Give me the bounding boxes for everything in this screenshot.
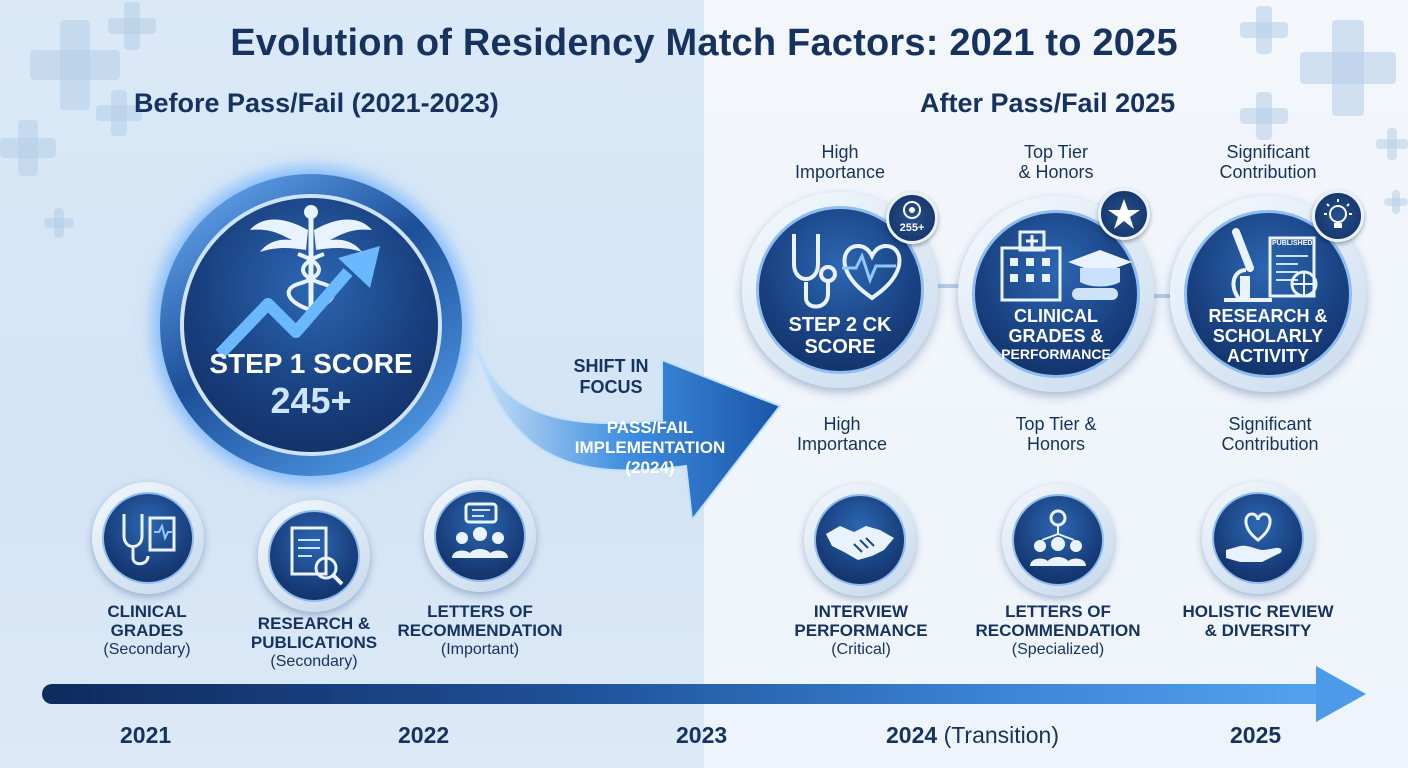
shift-label-5: (2024) — [625, 458, 675, 477]
medical-cross-icon — [1300, 20, 1396, 116]
hospital-graduation-icon — [1000, 230, 1132, 302]
factor-caption-3: LETTERS OF RECOMMENDATION (Important) — [397, 602, 563, 658]
star-icon — [1108, 199, 1140, 229]
transition-note: (Transition) — [943, 722, 1060, 748]
step2-below-label-1: High — [823, 414, 861, 434]
research-below-label-2: Contribution — [1221, 434, 1319, 454]
step1-value: 245+ — [270, 380, 352, 421]
factor-research-publications — [258, 500, 370, 612]
research-below-label-1: Significant — [1228, 414, 1312, 434]
connector-line — [1142, 294, 1182, 298]
clinical-below-label-2: Honors — [1026, 434, 1086, 454]
medical-cross-icon — [1240, 92, 1288, 140]
page-title: Evolution of Residency Match Factors: 20… — [230, 22, 1178, 64]
step2-label-2: SCORE — [804, 336, 876, 358]
lightbulb-icon — [1324, 199, 1352, 228]
year-2023: 2023 — [676, 722, 728, 748]
step2-above-label-1: High — [821, 142, 859, 162]
factor-interview-performance — [804, 484, 916, 596]
medical-cross-icon — [30, 20, 120, 110]
before-heading: Before Pass/Fail (2021-2023) — [134, 88, 499, 118]
factor-clinical-grades — [92, 482, 204, 594]
research-label-2: SCHOLARLY — [1212, 326, 1324, 346]
year-2022: 2022 — [398, 722, 450, 748]
factor-letters-recommendation — [424, 480, 536, 592]
medical-cross-icon — [1376, 128, 1408, 160]
research-above-label-2: Contribution — [1219, 162, 1317, 182]
shift-arrow — [471, 329, 782, 523]
lightbulb-badge — [1312, 190, 1364, 242]
shift-label-3: PASS/FAIL — [606, 418, 694, 437]
factor-caption-6: HOLISTIC REVIEW & DIVERSITY — [1182, 602, 1334, 640]
group-chat-icon — [452, 502, 508, 558]
medical-cross-icon — [0, 120, 56, 176]
score-badge-value: 255+ — [899, 222, 925, 234]
medical-cross-icon — [1240, 6, 1288, 54]
medical-cross-icon — [44, 208, 74, 238]
timeline-bar — [42, 684, 1332, 704]
factor-caption-5: LETTERS OF RECOMMENDATION (Specialized) — [975, 602, 1141, 658]
research-label-1: RESEARCH & — [1208, 306, 1328, 326]
shift-label-1: SHIFT IN — [573, 356, 649, 376]
step1-label: STEP 1 SCORE — [209, 348, 413, 379]
clinical-above-label-1: Top Tier — [1023, 142, 1089, 162]
factor-letters-specialized — [1002, 484, 1114, 596]
caduceus-trend-icon — [215, 205, 380, 359]
clinical-below-label-1: Top Tier & — [1015, 414, 1097, 434]
score-target-badge: 255+ — [886, 192, 938, 244]
factor-caption-2: RESEARCH & PUBLICATIONS (Secondary) — [250, 614, 378, 670]
step2-label-1: STEP 2 CK — [788, 314, 892, 336]
connector-line — [930, 284, 970, 288]
handshake-icon — [826, 526, 894, 560]
year-2024: 2024 (Transition) — [886, 722, 1060, 748]
published-label: PUBLISHED — [1272, 240, 1313, 247]
clinical-label-1: CLINICAL — [1014, 306, 1098, 326]
shift-label-4: IMPLEMENTATION — [574, 438, 726, 457]
target-icon — [903, 201, 921, 219]
microscope-publication-icon — [1224, 228, 1318, 302]
stethoscope-heart-icon — [792, 234, 902, 309]
clinical-label-3: PERFORMANCE — [1001, 346, 1111, 362]
star-badge — [1098, 188, 1150, 240]
factor-holistic-review — [1202, 482, 1314, 594]
stethoscope-chart-icon — [122, 514, 176, 566]
clinical-above-label-2: & Honors — [1018, 162, 1094, 182]
research-label-3: ACTIVITY — [1226, 346, 1309, 366]
medical-cross-icon — [108, 2, 156, 50]
medical-cross-icon — [96, 90, 142, 136]
year-2021: 2021 — [120, 722, 172, 748]
factor-caption-4: INTERVIEW PERFORMANCE (Critical) — [794, 602, 928, 658]
research-above-label-1: Significant — [1226, 142, 1310, 162]
shift-label-2: FOCUS — [579, 377, 643, 397]
step2-below-label-2: Importance — [796, 434, 888, 454]
timeline-arrowhead — [1316, 666, 1366, 722]
document-search-icon — [290, 526, 344, 586]
step2-circle — [756, 206, 924, 374]
clinical-label-2: GRADES & — [1008, 326, 1104, 346]
after-heading: After Pass/Fail 2025 — [920, 88, 1176, 118]
people-network-icon — [1030, 509, 1086, 566]
factor-caption-1: CLINICAL GRADES (Secondary) — [103, 602, 191, 658]
heart-hand-icon — [1226, 512, 1282, 562]
medical-cross-icon — [1384, 190, 1408, 214]
year-2025: 2025 — [1230, 722, 1282, 748]
step2-above-label-2: Importance — [794, 162, 886, 182]
